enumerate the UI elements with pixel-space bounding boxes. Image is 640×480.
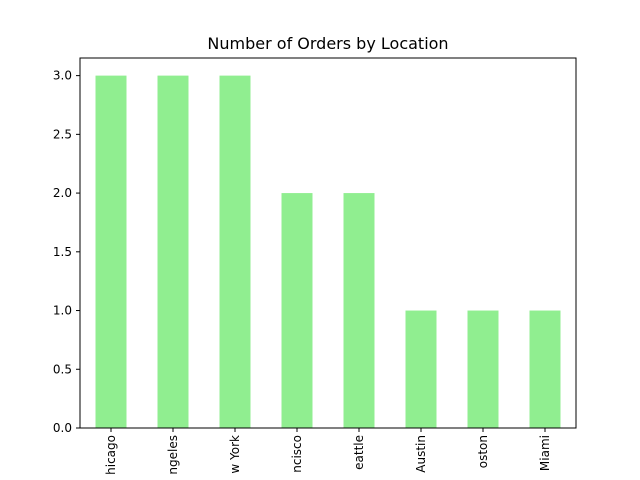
bar-0 [95, 75, 127, 428]
x-axis: hicago ngeles w York ncisco eattle Austin osto… [104, 428, 552, 475]
x-tick-label-4: eattle [352, 435, 366, 470]
x-tick-label-3: ncisco [290, 435, 304, 473]
y-tick-label-6: 3.0 [53, 69, 72, 83]
bar-1 [157, 75, 189, 428]
y-tick-label-4: 2.0 [53, 186, 72, 200]
x-tick-label-7: Miami [538, 435, 552, 471]
bar-7 [529, 310, 561, 428]
x-tick-label-0: hicago [104, 435, 118, 475]
x-tick-label-6: oston [476, 435, 490, 468]
y-tick-label-0: 0.0 [53, 421, 72, 435]
bar-5 [405, 310, 437, 428]
x-tick-label-5: Austin [414, 435, 428, 473]
bar-4 [343, 193, 375, 428]
chart-title: Number of Orders by Location [207, 34, 448, 53]
bars-layer [95, 75, 561, 428]
x-tick-label-1: ngeles [166, 435, 180, 475]
y-tick-label-3: 1.5 [53, 245, 72, 259]
y-axis: 0.0 0.5 1.0 1.5 2.0 2.5 3.0 [53, 69, 80, 435]
y-tick-label-5: 2.5 [53, 127, 72, 141]
bar-2 [219, 75, 251, 428]
plot-frame [79, 57, 577, 429]
bar-3 [281, 193, 313, 428]
bar-6 [467, 310, 499, 428]
y-tick-label-1: 0.5 [53, 362, 72, 376]
x-tick-label-2: w York [228, 435, 242, 474]
y-tick-label-2: 1.0 [53, 304, 72, 318]
